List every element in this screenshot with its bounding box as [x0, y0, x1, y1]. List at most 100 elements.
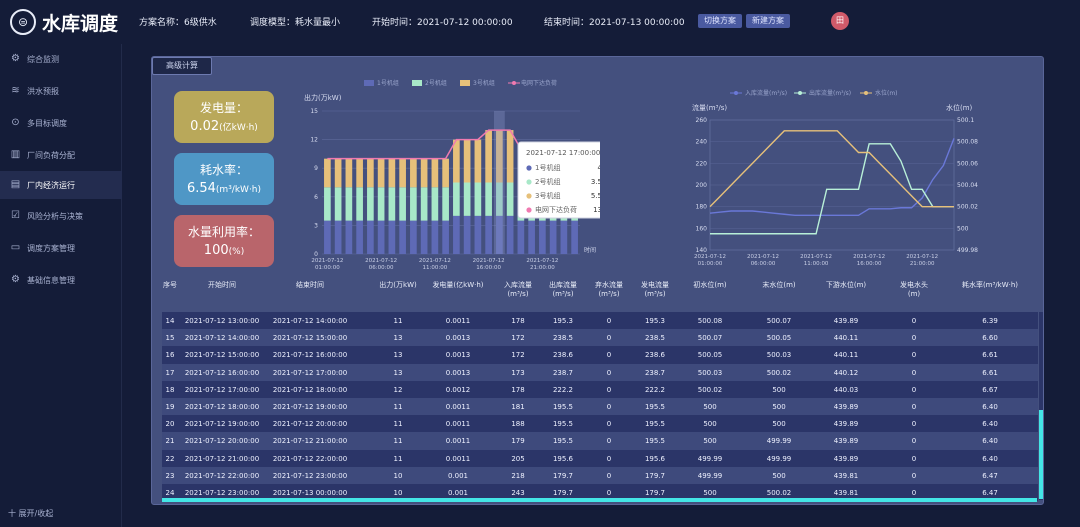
bar-segment	[560, 220, 568, 254]
table-cell: 195.5	[552, 437, 574, 446]
table-cell: 195.5	[552, 403, 574, 411]
reservoir-logo-icon: ⊜	[10, 9, 36, 35]
table-cell: 500	[703, 489, 717, 497]
table-cell: 440.03	[833, 385, 859, 394]
sidebar-item-multi-objective[interactable]: ⊙ 多目标调度	[11, 117, 67, 128]
table-cell: 2021-07-12 17:00:00	[184, 385, 260, 394]
table-cell: 2021-07-12 22:00:00	[184, 471, 260, 480]
bar-segment	[528, 220, 535, 254]
table-row[interactable]: 19 2021-07-12 18:00:00 2021-07-12 19:00:00…	[162, 398, 1038, 417]
x-tick-label: 11:00:00	[423, 265, 448, 271]
table-scrollbar-thumb[interactable]	[1039, 410, 1043, 499]
x-tick-label: 21:00:00	[910, 261, 935, 267]
table-cell: 0	[606, 403, 612, 411]
table-cell: 22	[165, 454, 175, 463]
wave-icon: ≋	[11, 85, 20, 96]
sidebar-collapse-toggle[interactable]: 十 展开/收起	[8, 509, 54, 518]
y-tick-label-right: 500.04	[957, 182, 978, 189]
table-cell: 0.0011	[445, 454, 471, 463]
table-cell: 500	[772, 385, 786, 394]
tab-advanced-calc[interactable]: 高级计算	[152, 57, 212, 75]
bar-segment	[345, 187, 353, 221]
hover-band	[494, 111, 505, 254]
y-axis-label: 出力(万kW)	[304, 93, 342, 102]
switch-plan-button[interactable]: 切换方案	[698, 14, 742, 28]
avatar[interactable]: 田	[831, 12, 849, 30]
x-tick-label: 2021-07-12	[694, 254, 726, 260]
bar-segment	[410, 187, 417, 221]
table-cell: 2021-07-12 23:00:00	[184, 489, 260, 497]
y-tick-label-right: 500	[957, 225, 969, 232]
target-icon: ⊙	[11, 117, 20, 128]
table-cell: 2021-07-12 17:00:00	[272, 368, 348, 377]
column-header: 弃水流量(m³/s)	[595, 281, 623, 298]
bar-segment	[431, 220, 439, 254]
sidebar-item-flood-forecast[interactable]: ≋ 洪水预报	[11, 85, 59, 96]
table-cell: 2021-07-12 19:00:00	[184, 420, 260, 429]
table-cell: 500	[772, 471, 786, 480]
column-header: 发电水头(m)	[900, 281, 928, 298]
table-cell: 195.6	[644, 454, 666, 463]
table-cell: 14	[165, 317, 175, 325]
sidebar: ⚙ 综合监测 ≋ 洪水预报 ⊙ 多目标调度 ▥ 厂间负荷分配 ▤ 厂内经济运行 ☑ 风险分析…	[0, 44, 122, 527]
table-cell: 0	[911, 403, 917, 411]
table-scrollbar-track[interactable]	[1039, 312, 1043, 500]
x-tick-label: 2021-07-12	[526, 258, 558, 264]
sidebar-item-economic-operation[interactable]: ▤ 厂内经济运行	[0, 171, 122, 199]
x-tick-label: 2021-07-12	[365, 258, 397, 264]
table-cell: 13	[393, 351, 403, 360]
table-cell: 238.7	[644, 368, 666, 377]
x-tick-label: 2021-07-12	[311, 258, 343, 264]
y-tick-label-left: 140	[696, 247, 708, 254]
sidebar-item-risk-analysis[interactable]: ☑ 风险分析与决策	[11, 210, 83, 221]
table-row[interactable]: 24 2021-07-12 23:00:00 2021-07-13 00:00:00…	[162, 484, 1038, 501]
table-cell: 500	[703, 403, 717, 411]
table-row[interactable]: 21 2021-07-12 20:00:00 2021-07-12 21:00:00…	[162, 432, 1038, 452]
check-icon: ☑	[11, 210, 20, 221]
sidebar-item-monitoring[interactable]: ⚙ 综合监测	[11, 53, 59, 64]
column-header: 序号	[163, 281, 177, 289]
table-row[interactable]: 16 2021-07-12 15:00:00 2021-07-12 16:00:00…	[162, 346, 1038, 366]
kpi-utilization-title: 水量利用率：	[187, 225, 260, 239]
table-cell: 499.99	[697, 471, 723, 480]
table-cell: 10	[393, 489, 403, 497]
table-horizontal-scrollbar[interactable]	[162, 498, 1037, 502]
table-row[interactable]: 14 2021-07-12 13:00:00 2021-07-12 14:00:00…	[162, 312, 1038, 331]
sidebar-item-plan-management[interactable]: ▭ 调度方案管理	[10, 242, 75, 253]
table-cell: 6.61	[982, 368, 998, 377]
plan-name: 方案名称：6级供水	[139, 18, 217, 28]
column-header: 出力(万kW)	[379, 281, 417, 289]
table-cell: 6.40	[982, 403, 998, 411]
table-cell: 0	[911, 420, 917, 429]
new-plan-button[interactable]: 新建方案	[746, 14, 790, 28]
table-row[interactable]: 18 2021-07-12 17:00:00 2021-07-12 18:00:00…	[162, 380, 1038, 400]
table-row[interactable]: 22 2021-07-12 21:00:00 2021-07-12 22:00:00…	[162, 449, 1038, 469]
legend-marker	[734, 91, 738, 95]
table-cell: 6.40	[982, 420, 998, 429]
x-tick-label: 2021-07-12	[800, 254, 832, 260]
flow-level-chart[interactable]: 140 160 180 200 220 240 260 499.98 500 500.02 500.…	[690, 84, 980, 276]
table-cell: 0	[606, 351, 612, 360]
monitor-icon: ▭	[10, 242, 21, 253]
bar-segment	[334, 220, 342, 254]
sidebar-item-basic-info[interactable]: ⚙ 基础信息管理	[11, 274, 75, 285]
table-cell: 11	[393, 403, 403, 411]
table-cell: 195.5	[644, 403, 666, 411]
table-cell: 238.5	[552, 334, 574, 343]
table-cell: 500	[772, 403, 786, 411]
table-row[interactable]: 23 2021-07-12 22:00:00 2021-07-12 23:00:00…	[162, 466, 1038, 486]
table-body[interactable]: 14 2021-07-12 13:00:00 2021-07-12 14:00:00…	[162, 312, 1038, 501]
y-tick-label-left: 180	[696, 204, 708, 211]
table-cell: 2021-07-12 16:00:00	[272, 351, 348, 360]
table-row[interactable]: 17 2021-07-12 16:00:00 2021-07-12 17:00:00…	[162, 363, 1038, 383]
table-cell: 179.7	[552, 471, 574, 480]
table-cell: 195.6	[552, 454, 574, 463]
table-cell: 439.89	[833, 437, 859, 446]
gear-icon: ⚙	[11, 53, 20, 64]
sidebar-item-load-allocation[interactable]: ▥ 厂间负荷分配	[10, 149, 75, 160]
legend-swatch	[412, 80, 422, 86]
table-cell: 238.6	[644, 351, 666, 360]
table-row[interactable]: 15 2021-07-12 14:00:00 2021-07-12 15:00:00…	[162, 329, 1038, 349]
table-row[interactable]: 20 2021-07-12 19:00:00 2021-07-12 20:00:00…	[162, 415, 1038, 435]
